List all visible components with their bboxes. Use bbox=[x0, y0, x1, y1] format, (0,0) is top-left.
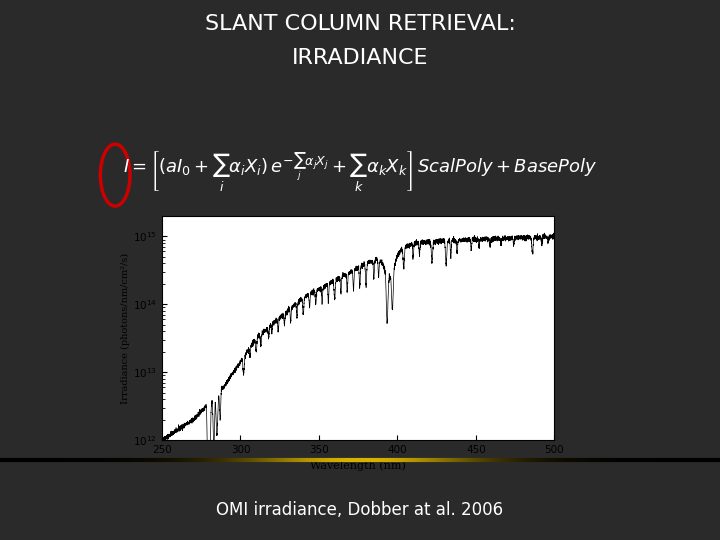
Text: IRRADIANCE: IRRADIANCE bbox=[292, 48, 428, 68]
Y-axis label: Irradiance (photons/nm/cm²/s): Irradiance (photons/nm/cm²/s) bbox=[121, 253, 130, 403]
Text: SLANT COLUMN RETRIEVAL:: SLANT COLUMN RETRIEVAL: bbox=[204, 14, 516, 33]
Text: OMI irradiance, Dobber at al. 2006: OMI irradiance, Dobber at al. 2006 bbox=[217, 501, 503, 519]
X-axis label: Wavelength (nm): Wavelength (nm) bbox=[310, 461, 406, 471]
Text: $I = \left[(aI_0 + \sum_i \alpha_i X_i)\,e^{-\sum_j \alpha_j X_j}+ \sum_k \alpha: $I = \left[(aI_0 + \sum_i \alpha_i X_i)\… bbox=[122, 150, 598, 193]
